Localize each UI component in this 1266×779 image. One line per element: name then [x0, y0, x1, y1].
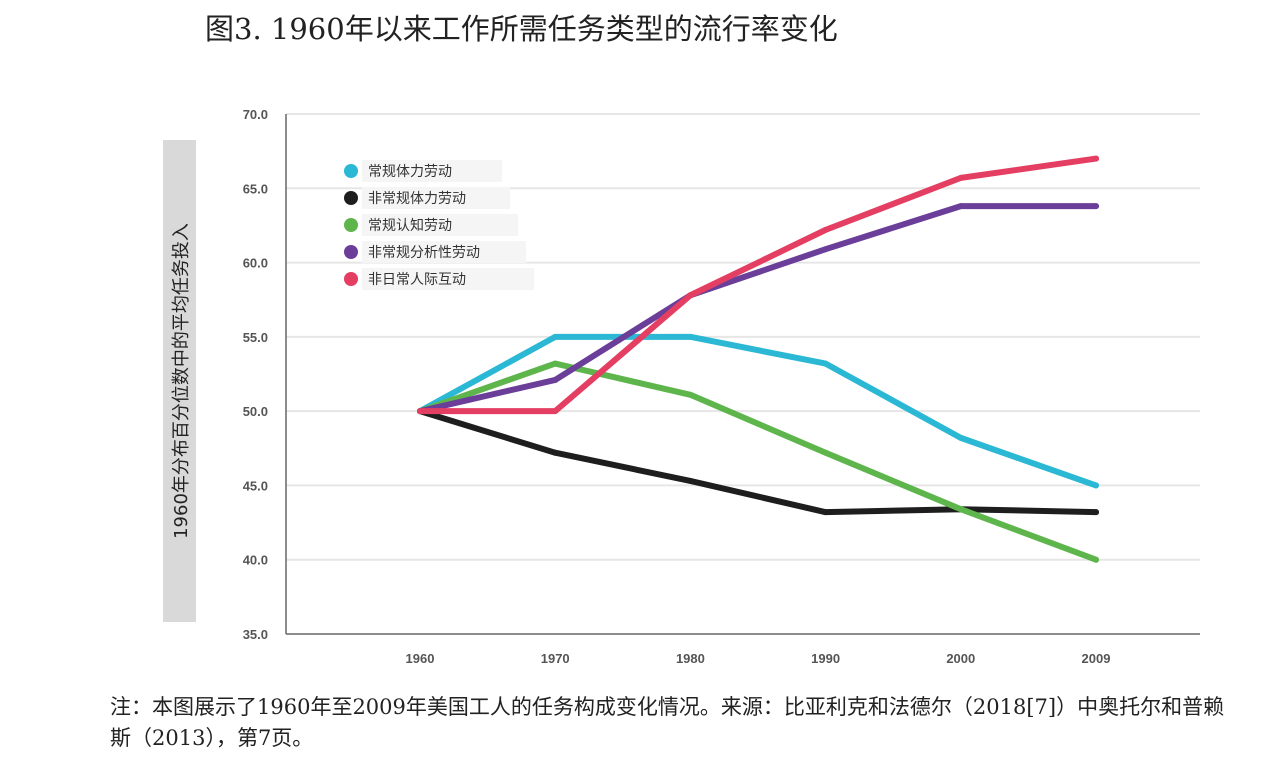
- y-tick-label: 45.0: [243, 478, 268, 493]
- legend-label: 非常规体力劳动: [368, 191, 466, 207]
- x-tick-label: 1990: [811, 651, 840, 666]
- legend-marker: [344, 191, 358, 205]
- data-point: [957, 434, 964, 441]
- data-point: [552, 360, 559, 367]
- data-point: [957, 203, 964, 210]
- data-point: [687, 292, 694, 299]
- data-point: [1093, 482, 1099, 489]
- legend-marker: [344, 272, 358, 286]
- data-point: [957, 174, 964, 181]
- series-line-4: [417, 203, 1099, 415]
- data-point: [822, 246, 829, 253]
- series-line-2: [417, 408, 1099, 516]
- data-point: [552, 333, 559, 340]
- data-point: [687, 477, 694, 484]
- x-tick-label: 1970: [541, 651, 570, 666]
- legend-label: 非日常人际互动: [368, 272, 466, 288]
- legend-label: 常规认知劳动: [368, 217, 452, 234]
- x-tick-label: 1980: [676, 651, 705, 666]
- data-point: [957, 506, 964, 513]
- data-point: [822, 360, 829, 367]
- legend-marker: [344, 164, 358, 178]
- legend-item-background: [362, 241, 526, 263]
- y-tick-label: 65.0: [243, 181, 268, 196]
- legend-item-background: [362, 160, 502, 182]
- data-point: [822, 226, 829, 233]
- y-tick-label: 70.0: [243, 107, 268, 122]
- series-line-1: [417, 333, 1099, 489]
- y-tick-label: 35.0: [243, 627, 268, 642]
- data-point: [1093, 203, 1099, 210]
- data-point: [687, 333, 694, 340]
- y-tick-label: 55.0: [243, 330, 268, 345]
- series-line-5: [417, 155, 1099, 415]
- data-point: [822, 509, 829, 516]
- y-tick-label: 40.0: [243, 553, 268, 568]
- legend-item-background: [362, 214, 518, 236]
- legend-marker: [344, 245, 358, 259]
- chart-title: 图3. 1960年以来工作所需任务类型的流行率变化: [205, 12, 838, 46]
- legend-marker: [344, 218, 358, 232]
- legend-label: 非常规分析性劳动: [368, 245, 480, 261]
- data-point: [687, 391, 694, 398]
- data-point: [552, 376, 559, 383]
- data-point: [1093, 509, 1099, 516]
- x-tick-label: 2000: [946, 651, 975, 666]
- y-tick-label: 60.0: [243, 256, 268, 271]
- data-point: [1093, 556, 1099, 563]
- data-point: [417, 408, 423, 415]
- data-point: [552, 408, 559, 415]
- series-line-3: [417, 360, 1099, 563]
- data-point: [552, 449, 559, 456]
- y-axis-label-background: [163, 140, 196, 622]
- x-tick-label: 2009: [1082, 651, 1111, 666]
- x-tick-label: 1960: [406, 651, 435, 666]
- legend-item-background: [362, 187, 510, 209]
- data-point: [1093, 155, 1099, 162]
- y-tick-label: 50.0: [243, 404, 268, 419]
- data-point: [822, 449, 829, 456]
- legend-label: 常规体力劳动: [368, 164, 452, 180]
- legend-item-background: [362, 268, 534, 290]
- chart-note: 注：本图展示了1960年至2009年美国工人的任务构成变化情况。来源：比亚利克和…: [110, 695, 1225, 750]
